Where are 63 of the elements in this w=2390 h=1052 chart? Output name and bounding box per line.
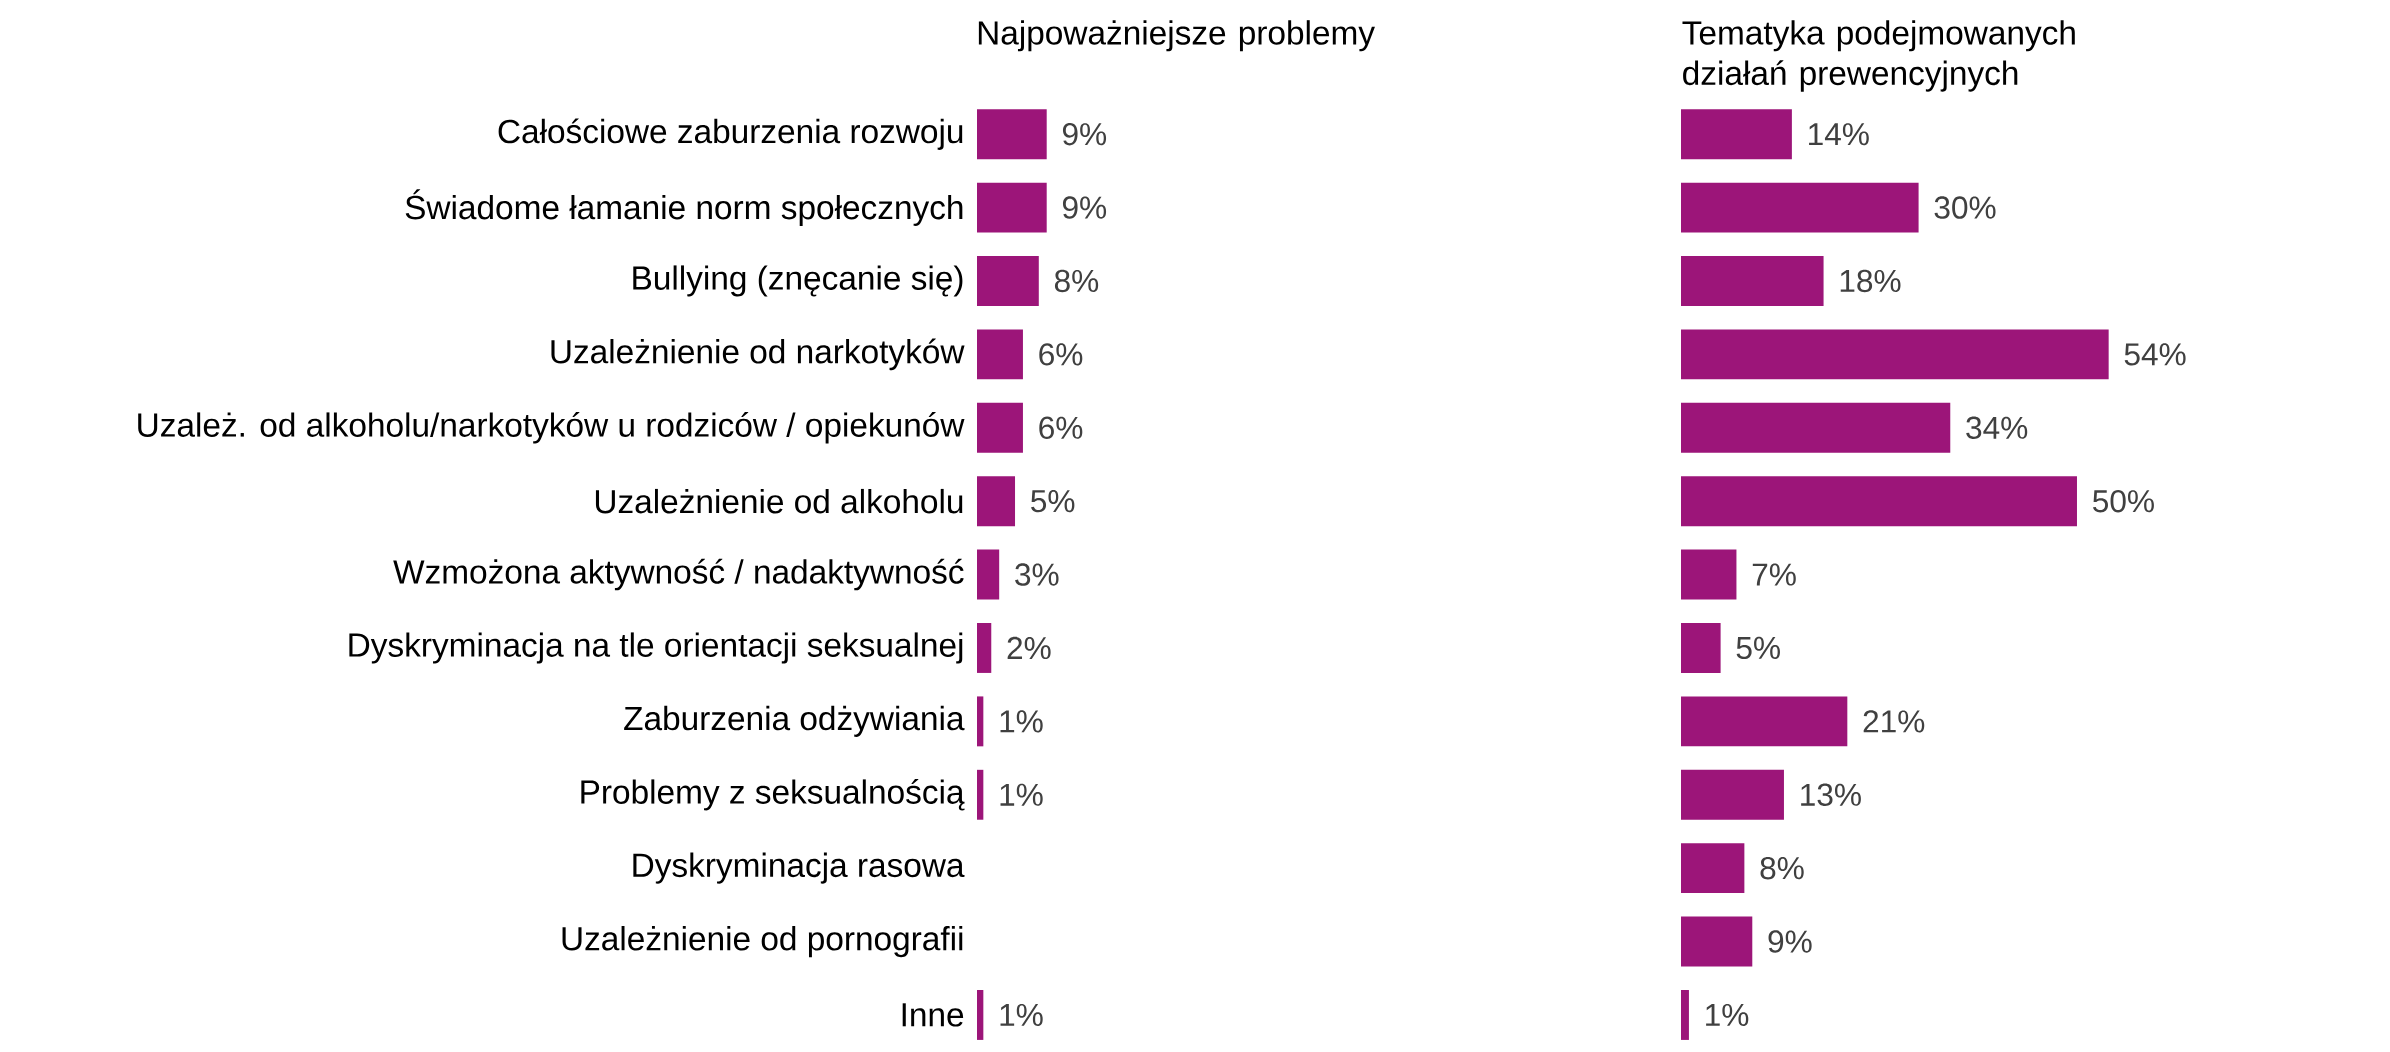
bar	[977, 402, 1023, 453]
text: Najpoważniejsze problemy	[978, 20, 1375, 52]
y-tick-label: Całościowe zaburzenia rozwoju	[498, 118, 963, 150]
chart-title: Tematyka podejmowanych działań prewencyjnych	[1682, 20, 2075, 92]
y-tick-label: Świadome łamanie norm społecznych	[405, 189, 963, 227]
data-label: 9%	[1062, 122, 1107, 146]
bar	[1681, 182, 1919, 233]
data-label: 6%	[1039, 343, 1083, 366]
bar	[977, 623, 992, 673]
data-label: 5%	[1736, 636, 1780, 660]
bar	[1681, 916, 1753, 967]
bar	[977, 549, 1000, 600]
bar	[1681, 696, 1848, 747]
bar	[977, 476, 1016, 527]
bar	[1681, 109, 1792, 160]
y-tick-label: Uzależnienie od pornografii	[562, 926, 963, 958]
bar	[977, 990, 984, 1040]
data-label: 18%	[1840, 269, 1901, 293]
data-label: 1%	[1000, 1003, 1043, 1027]
data-label: 2%	[1007, 636, 1051, 660]
y-tick-label: Uzależnienie od narkotyków	[551, 338, 965, 371]
bar	[1681, 769, 1784, 820]
data-label: 1%	[1000, 710, 1043, 733]
y-tick-label: Dyskryminacja rasowa	[633, 852, 965, 884]
bar	[977, 329, 1023, 380]
bar	[1681, 329, 2109, 380]
y-tick-label: Dyskryminacja na tle orientacji seksualnej	[349, 632, 963, 664]
data-label: 8%	[1054, 269, 1099, 293]
bar	[1681, 623, 1721, 673]
data-label: 21%	[1863, 710, 1925, 733]
bar	[977, 182, 1047, 233]
y-tick-label: Bullying (znęcanie się)	[633, 265, 963, 297]
data-label: 1%	[1000, 783, 1043, 806]
data-label: 50%	[2093, 489, 2154, 513]
data-label: 14%	[1809, 123, 1869, 146]
data-label: 13%	[1801, 783, 1861, 807]
y-tick-label: Inne	[902, 1003, 964, 1027]
y-tick-label: Uzależnienie od alkoholu	[595, 488, 963, 514]
bar	[1681, 549, 1737, 600]
data-label: 30%	[1934, 196, 1996, 219]
bar	[1681, 476, 2077, 527]
y-tick-label: Uzależ. od alkoholu/narkotyków u rodziców / opiekunów	[138, 412, 965, 444]
data-label: 8%	[1760, 856, 1804, 880]
bar	[1681, 256, 1824, 306]
bar	[1681, 990, 1689, 1040]
y-tick-label: Zaburzenia odżywiania	[624, 705, 965, 737]
data-label: 3%	[1015, 563, 1059, 586]
data-label: 5%	[1031, 490, 1075, 513]
data-label: 6%	[1039, 416, 1083, 440]
data-label: 7%	[1752, 563, 1796, 586]
bar	[977, 109, 1047, 160]
bar	[977, 256, 1039, 306]
data-label: 54%	[2124, 343, 2186, 366]
data-label: 9%	[1062, 196, 1107, 219]
y-tick-label: Wzmożona aktywność / nadaktywność	[393, 558, 964, 591]
bar	[1681, 843, 1745, 894]
data-label: 1%	[1706, 1003, 1749, 1027]
data-label: 34%	[1966, 416, 2028, 440]
y-tick-label: Problemy z seksualnością	[581, 779, 965, 811]
data-label: 9%	[1768, 930, 1812, 953]
bar	[977, 696, 984, 747]
bar	[1681, 402, 1951, 453]
bar	[977, 769, 984, 820]
